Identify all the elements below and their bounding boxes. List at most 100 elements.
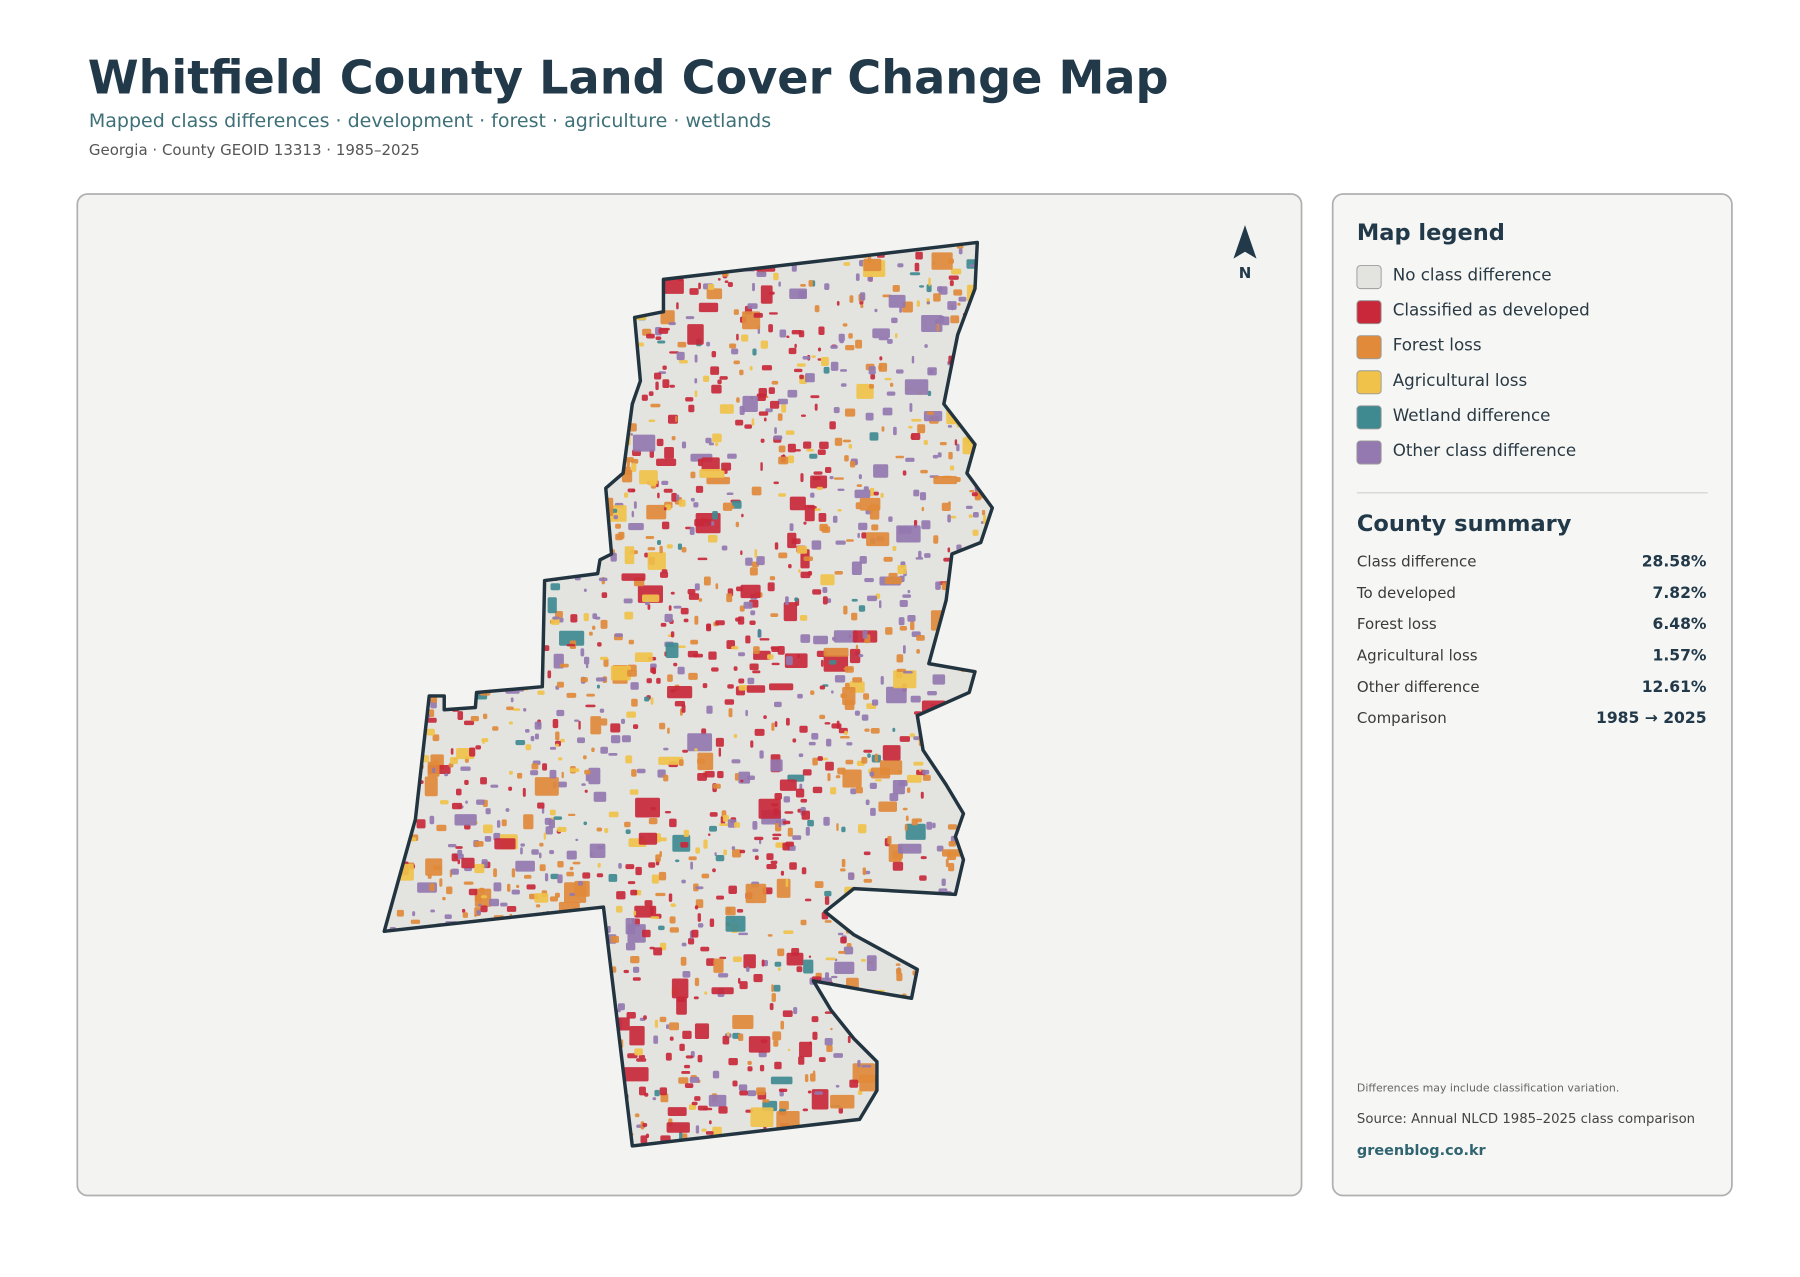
land-cover-patch <box>634 1048 643 1056</box>
land-cover-patch <box>698 282 701 290</box>
summary-table: Class difference 28.58% To developed 7.82% F… <box>1356 553 1707 727</box>
land-cover-patch <box>863 486 869 491</box>
land-cover-patch <box>807 819 814 827</box>
land-cover-patch <box>596 873 604 878</box>
land-cover-patch <box>681 942 687 947</box>
land-cover-patch <box>799 374 804 380</box>
land-cover-patch <box>770 613 779 618</box>
land-cover-patch <box>756 393 766 401</box>
land-cover-patch <box>906 774 922 783</box>
land-cover-patch <box>555 743 560 747</box>
legend: No class difference Classified as develop… <box>1356 265 1590 465</box>
land-cover-patch <box>670 689 676 693</box>
land-cover-patch <box>724 699 735 705</box>
land-cover-patch <box>807 1090 812 1094</box>
land-cover-patch <box>655 892 666 897</box>
land-cover-patch <box>914 262 920 272</box>
legend-swatch <box>1356 370 1382 395</box>
land-cover-patch <box>800 798 808 803</box>
land-cover-patch <box>723 849 727 856</box>
land-cover-patch <box>713 783 721 789</box>
land-cover-patch <box>559 630 585 646</box>
land-cover-patch <box>530 735 535 742</box>
meta-line: Georgia · County GEOID 13313 · 1985–2025 <box>89 141 420 159</box>
land-cover-patch <box>811 540 822 550</box>
land-cover-patch <box>829 476 834 480</box>
land-cover-patch <box>628 522 644 531</box>
land-cover-patch <box>733 309 739 315</box>
land-cover-patch <box>817 756 823 761</box>
land-cover-patch <box>869 487 875 497</box>
land-cover-patch <box>800 284 806 287</box>
land-cover-patch <box>500 902 508 907</box>
land-cover-patch <box>715 855 725 862</box>
land-cover-patch <box>754 855 759 860</box>
land-cover-patch <box>919 768 922 772</box>
land-cover-patch <box>859 497 881 511</box>
land-cover-patch <box>739 405 745 415</box>
land-cover-patch <box>738 652 746 657</box>
land-cover-patch <box>947 824 958 830</box>
land-cover-patch <box>932 454 939 459</box>
land-cover-patch <box>812 1070 816 1076</box>
land-cover-patch <box>787 1048 791 1052</box>
land-cover-patch <box>718 1106 728 1114</box>
land-cover-patch <box>799 725 808 733</box>
land-cover-patch <box>531 849 539 855</box>
land-cover-patch <box>957 302 961 306</box>
land-cover-patch <box>694 1023 710 1039</box>
land-cover-patch <box>715 442 719 447</box>
land-cover-patch <box>483 713 488 720</box>
land-cover-patch <box>708 651 717 660</box>
land-cover-patch <box>722 502 733 511</box>
land-cover-patch <box>765 408 773 413</box>
land-cover-patch <box>798 330 805 338</box>
land-cover-patch <box>916 635 925 641</box>
land-cover-patch <box>712 433 722 443</box>
land-cover-patch <box>774 542 779 550</box>
land-cover-patch <box>808 279 814 287</box>
legend-title: Map legend <box>1357 220 1505 246</box>
land-cover-patch <box>722 815 729 822</box>
land-cover-patch <box>824 722 831 725</box>
land-cover-patch <box>785 878 789 888</box>
land-cover-patch <box>937 452 942 458</box>
land-cover-patch <box>769 576 776 581</box>
land-cover-patch <box>489 898 500 907</box>
land-cover-patch <box>709 812 718 817</box>
land-cover-patch <box>892 780 905 795</box>
land-cover-patch <box>728 885 737 895</box>
land-cover-patch <box>694 583 700 591</box>
land-cover-patch <box>719 404 734 414</box>
land-cover-patch <box>539 842 544 847</box>
land-cover-patch <box>774 427 777 434</box>
land-cover-patch <box>523 708 527 712</box>
land-cover-patch <box>874 753 878 762</box>
land-cover-patch <box>424 776 438 797</box>
land-cover-patch <box>744 424 752 429</box>
land-cover-patch <box>801 414 806 417</box>
land-cover-patch <box>656 458 677 466</box>
land-cover-patch <box>670 903 676 907</box>
land-cover-patch <box>830 1094 855 1109</box>
land-cover-patch <box>694 977 700 987</box>
land-cover-patch <box>778 552 788 559</box>
land-cover-patch <box>762 1099 770 1103</box>
land-cover-patch <box>892 546 897 551</box>
land-cover-patch <box>947 425 953 428</box>
land-cover-patch <box>760 1040 768 1043</box>
land-cover-patch <box>759 638 770 641</box>
land-cover-patch <box>630 682 639 690</box>
land-cover-patch <box>625 942 636 951</box>
summary-label: Comparison <box>1357 709 1447 727</box>
land-cover-patch <box>840 369 848 372</box>
land-cover-patch <box>523 874 532 879</box>
land-cover-patch <box>910 432 921 440</box>
land-cover-patch <box>678 499 686 507</box>
land-cover-patch <box>777 413 783 421</box>
land-cover-patch <box>920 469 928 474</box>
land-cover-patch <box>749 366 753 371</box>
land-cover-patch <box>493 882 502 892</box>
land-cover-patch <box>669 351 680 354</box>
